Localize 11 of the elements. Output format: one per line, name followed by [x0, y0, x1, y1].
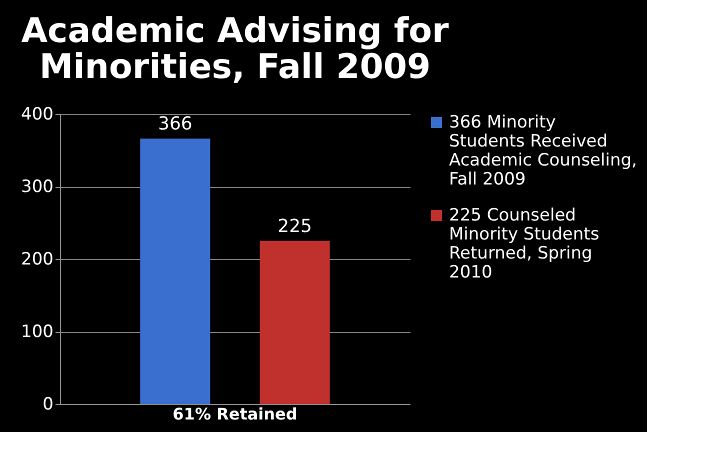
legend-label: 225 Counseled Minority Students Returned, Spring 2010	[449, 206, 600, 282]
y-tick-label: 300	[21, 177, 54, 197]
data-label: 225	[278, 216, 312, 237]
data-label: 366	[158, 114, 192, 135]
y-tick-label: 200	[21, 250, 54, 270]
y-tick-label: 400	[21, 104, 54, 124]
x-tick-label: 61% Retained	[172, 404, 298, 424]
y-tick-label: 0	[42, 394, 54, 414]
y-tick-label: 100	[21, 322, 54, 342]
legend-label: 366 Minority Students Received Academic Counseling, Fall 2009	[449, 112, 637, 190]
chart-title: Academic Advising for Minorities, Fall 2009	[21, 11, 449, 87]
